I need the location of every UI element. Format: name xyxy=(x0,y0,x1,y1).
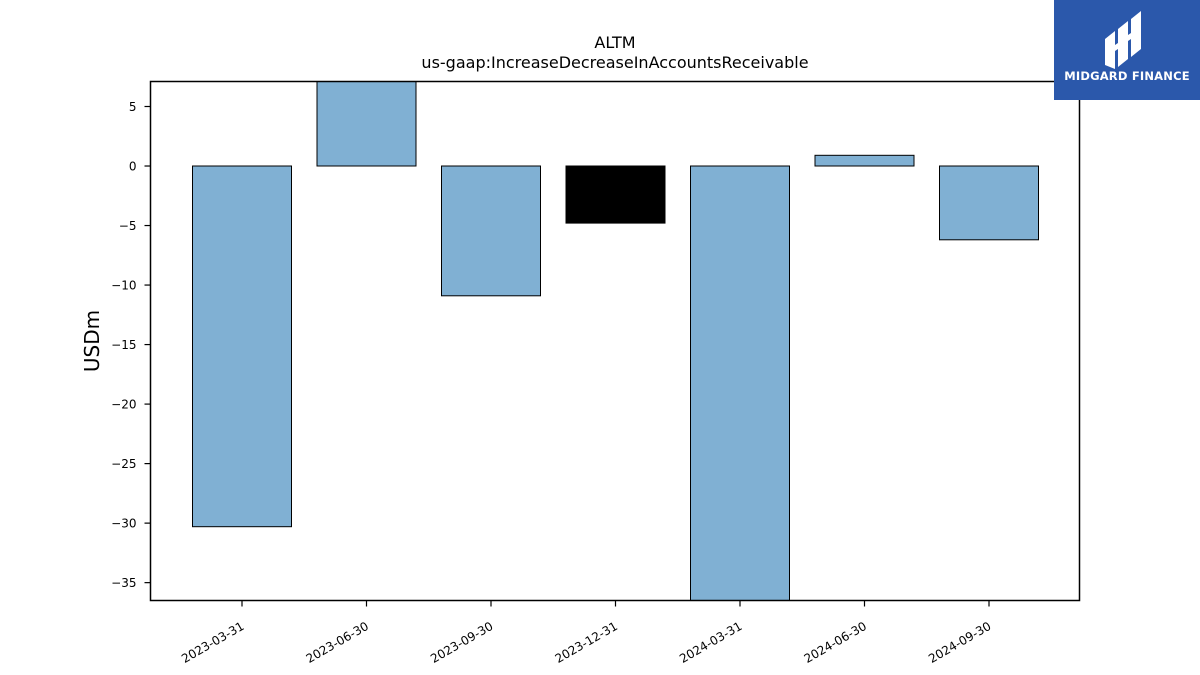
plot-frame xyxy=(149,80,1081,602)
x-tick-label: 2023-12-31 xyxy=(553,619,620,666)
y-tick-label: 0 xyxy=(129,160,137,174)
midgard-finance-logo: MIDGARD FINANCE xyxy=(1054,0,1200,100)
y-axis-label: USDm xyxy=(80,310,104,372)
x-tick-label: 2024-03-31 xyxy=(677,619,744,666)
logo-wordmark: MIDGARD FINANCE xyxy=(1064,69,1190,83)
midgard-logo-mark-icon xyxy=(1105,11,1141,69)
y-tick-label: −15 xyxy=(111,338,136,352)
bars-group xyxy=(192,81,1039,601)
bar-2023-06-30 xyxy=(316,81,417,167)
y-tick-label: −10 xyxy=(111,279,136,293)
y-tick-label: −25 xyxy=(111,457,136,471)
y-axis: 5 0 −5 −10 −15 −20 −25 −30 −35 xyxy=(111,100,151,590)
y-tick-label: 5 xyxy=(129,100,137,114)
x-tick-label: 2023-06-30 xyxy=(304,619,371,666)
chart-subtitle: us-gaap:IncreaseDecreaseInAccountsReceiv… xyxy=(421,53,808,72)
y-tick-label: −5 xyxy=(119,219,137,233)
x-tick-label: 2023-09-30 xyxy=(428,619,495,666)
x-tick-label: 2023-03-31 xyxy=(179,619,246,666)
bar-2023-03-31 xyxy=(192,165,292,528)
bar-2024-03-31 xyxy=(690,165,790,601)
x-tick-label: 2024-06-30 xyxy=(802,619,869,666)
y-tick-label: −30 xyxy=(111,517,136,531)
bar-2023-12-31 xyxy=(565,165,666,224)
y-tick-label: −20 xyxy=(111,398,136,412)
y-tick-label: −35 xyxy=(111,576,136,590)
chart-title: ALTM xyxy=(594,33,635,52)
bar-2024-06-30 xyxy=(814,154,915,167)
x-axis: 2023-03-31 2023-06-30 2023-09-30 2023-12-31… xyxy=(179,600,994,666)
x-tick-label: 2024-09-30 xyxy=(926,619,993,666)
bar-2023-09-30 xyxy=(441,165,541,297)
bar-2024-09-30 xyxy=(939,165,1039,241)
